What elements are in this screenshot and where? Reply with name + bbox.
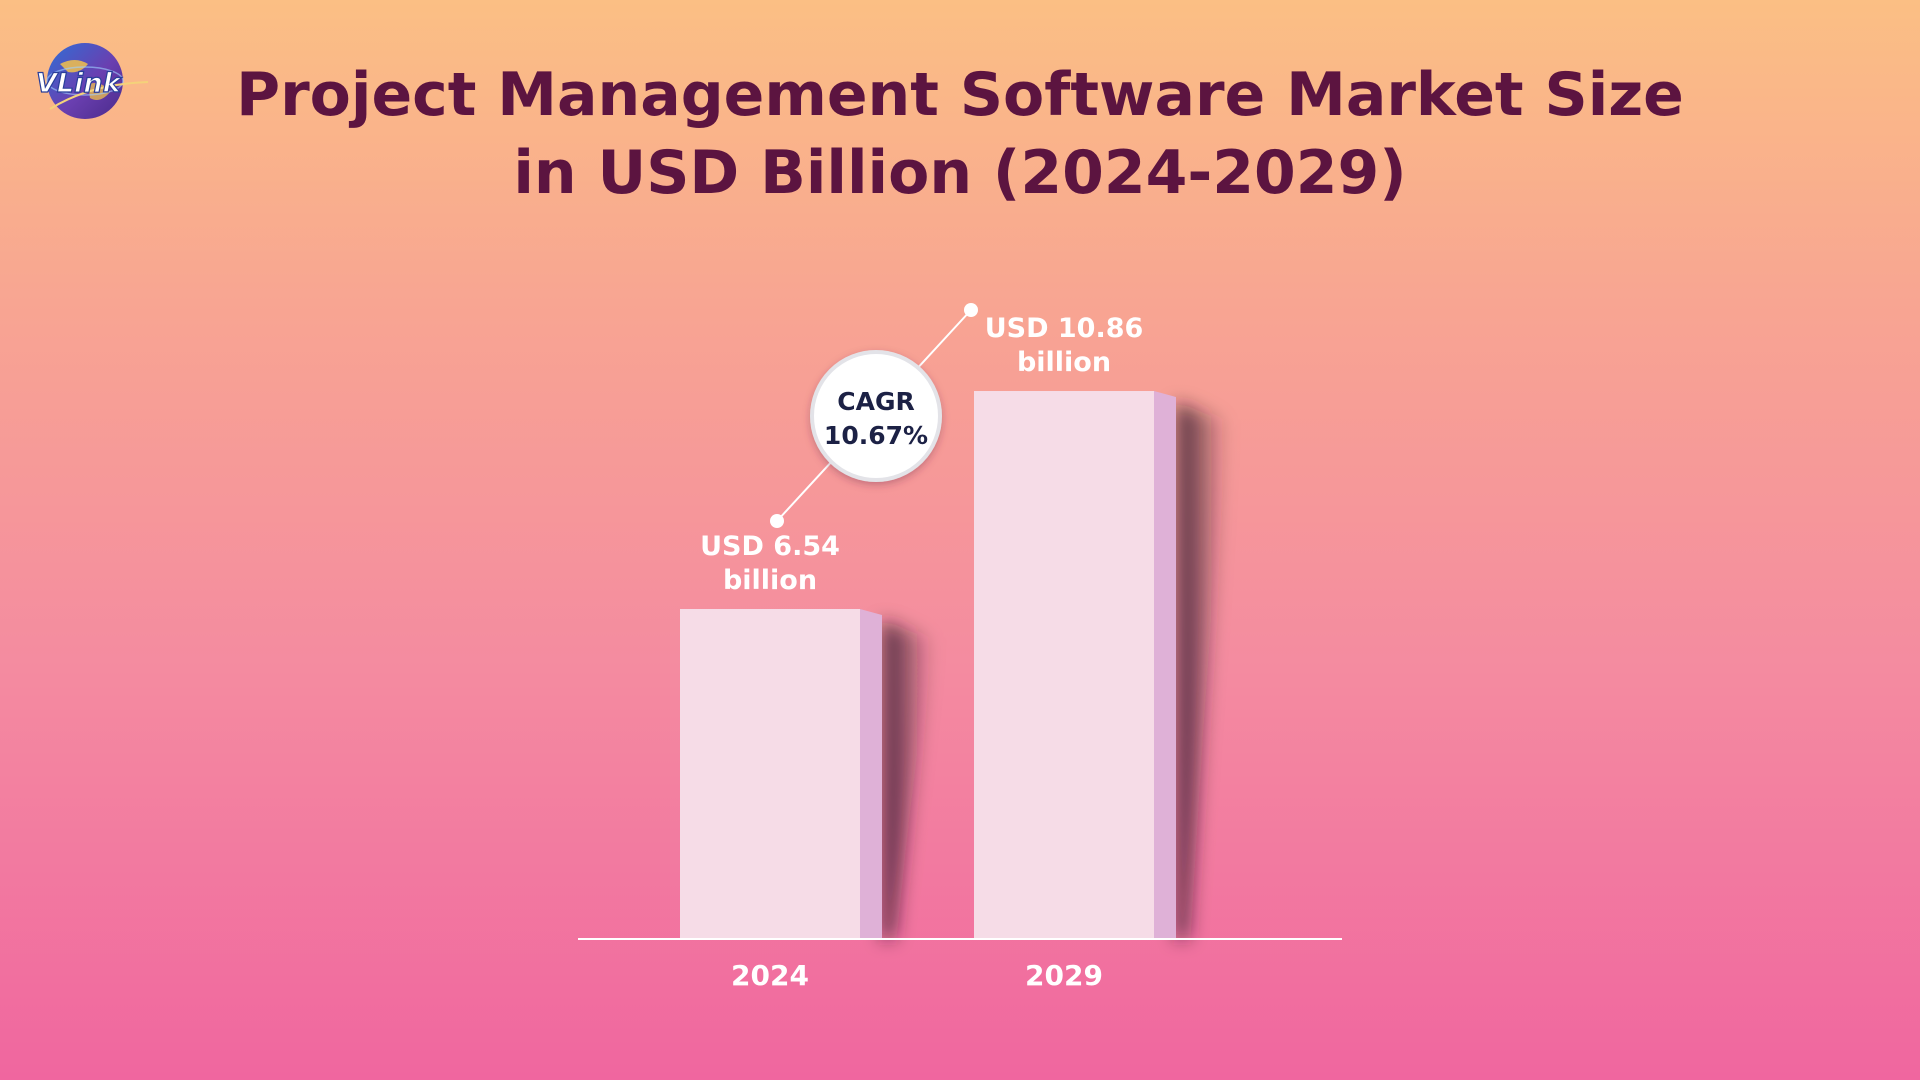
chart-title-line-1: Project Management Software Market Size <box>236 60 1684 130</box>
vlink-logo: VLink <box>30 34 160 129</box>
bar-side-2024 <box>860 609 882 939</box>
bar-shadow <box>882 621 932 939</box>
cagr-badge <box>810 350 942 482</box>
cagr-label: CAGR <box>837 387 914 416</box>
cagr-end-dot <box>964 303 978 317</box>
cagr-start-dot <box>770 514 784 528</box>
bar-2029 <box>974 391 1154 940</box>
data-label-2024-line-2: billion <box>723 565 817 596</box>
x-tick-label-2029: 2029 <box>1025 959 1103 992</box>
globe-icon: VLink <box>35 43 149 119</box>
data-label-2029-line-2: billion <box>1017 347 1111 378</box>
x-tick-label-2024: 2024 <box>731 959 809 992</box>
bar-shadow <box>1176 403 1226 940</box>
chart-title-line-2: in USD Billion (2024-2029) <box>513 138 1407 208</box>
data-label-2024-line-1: USD 6.54 <box>700 531 840 562</box>
bar-2024 <box>680 609 860 939</box>
cagr-value: 10.67% <box>824 421 928 450</box>
data-label-2029-line-1: USD 10.86 <box>985 313 1144 344</box>
bar-side-2029 <box>1154 391 1176 940</box>
chart-title: Project Management Software Market Size … <box>0 56 1920 212</box>
logo-text: VLink <box>36 68 123 99</box>
